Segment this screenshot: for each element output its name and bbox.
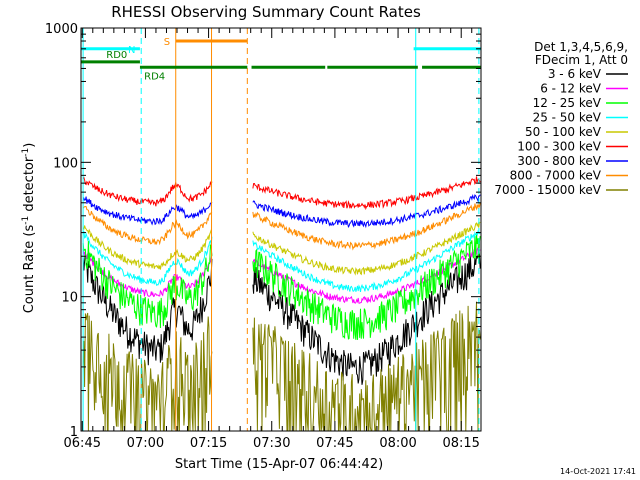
data-layer xyxy=(82,176,481,432)
y-tick-label: 100 xyxy=(53,156,78,171)
legend-label: 3 - 6 keV xyxy=(548,67,602,81)
x-tick-label: 07:00 xyxy=(127,436,164,451)
legend-header-line-1: Det 1,3,4,5,6,9, xyxy=(534,40,628,54)
legend-label: 12 - 25 keV xyxy=(533,96,602,110)
series-line-300-800keV-1 xyxy=(252,194,481,229)
series-line-12-25keV-0 xyxy=(82,240,213,329)
plot-frame xyxy=(80,27,482,432)
y-axis-label-mid: detector xyxy=(22,156,37,216)
axes-layer: 1 10 100 1000 06:45 07:00 07:15 07:30 07:45 08:00… xyxy=(45,22,482,451)
flag-label-s: S xyxy=(164,37,170,48)
series-line-25-50keV-1 xyxy=(252,230,481,292)
y-axis-label-sup: -1 xyxy=(21,216,31,225)
series-line-6-12keV-1 xyxy=(252,246,481,304)
series-line-800-7000keV-0 xyxy=(82,205,213,246)
y-axis-label-sup2: -1 xyxy=(21,148,31,157)
x-tick-label: 07:15 xyxy=(190,436,227,451)
y-axis-label-end: ) xyxy=(22,143,37,148)
series-line-100-300keV-0 xyxy=(82,176,213,207)
x-axis-label: Start Time (15-Apr-07 06:44:42) xyxy=(175,457,383,472)
legend-label: 7000 - 15000 keV xyxy=(494,183,601,197)
y-tick-label: 10 xyxy=(61,291,78,306)
legend: Det 1,3,4,5,6,9, FDecim 1, Att 0 3 - 6 k… xyxy=(494,40,628,197)
series-line-800-7000keV-1 xyxy=(252,202,481,251)
legend-label: 6 - 12 keV xyxy=(540,82,602,96)
flag-label-rd0: RD0 xyxy=(106,50,127,61)
legend-label: 300 - 800 keV xyxy=(517,154,601,168)
flag-layer: N S RD0 RD4 xyxy=(81,28,481,431)
series-line-50-100keV-1 xyxy=(252,221,481,276)
series-line-3-6keV-1 xyxy=(252,250,481,385)
series-line-3-6keV-0 xyxy=(82,252,213,366)
series-line-100-300keV-1 xyxy=(252,176,481,211)
x-tick-label: 06:45 xyxy=(64,436,101,451)
legend-label: 800 - 7000 keV xyxy=(510,169,602,183)
y-axis-label: Count Rate (s-1 detector-1) xyxy=(21,143,37,314)
series-line-300-800keV-0 xyxy=(82,196,213,226)
y-tick-label: 1 xyxy=(70,425,78,440)
legend-header-line-2: FDecim 1, Att 0 xyxy=(535,53,628,67)
x-tick-label: 07:45 xyxy=(316,436,353,451)
y-axis-label-text: Count Rate (s xyxy=(22,225,37,314)
chart-title: RHESSI Observing Summary Count Rates xyxy=(111,3,421,21)
series-line-50-100keV-0 xyxy=(82,225,213,270)
legend-label: 100 - 300 keV xyxy=(517,140,601,154)
legend-label: 50 - 100 keV xyxy=(525,125,602,139)
flag-label-n: N xyxy=(128,45,135,56)
legend-label: 25 - 50 keV xyxy=(533,111,602,125)
x-tick-label: 08:15 xyxy=(442,436,479,451)
series-line-12-25keV-1 xyxy=(252,232,481,340)
series-line-25-50keV-0 xyxy=(82,231,213,286)
x-tick-label: 07:30 xyxy=(253,436,290,451)
y-tick-label: 1000 xyxy=(45,22,78,37)
footer-timestamp: 14-Oct-2021 17:41 xyxy=(560,467,636,476)
flag-label-rd4: RD4 xyxy=(144,71,165,82)
x-tick-label: 08:00 xyxy=(379,436,416,451)
